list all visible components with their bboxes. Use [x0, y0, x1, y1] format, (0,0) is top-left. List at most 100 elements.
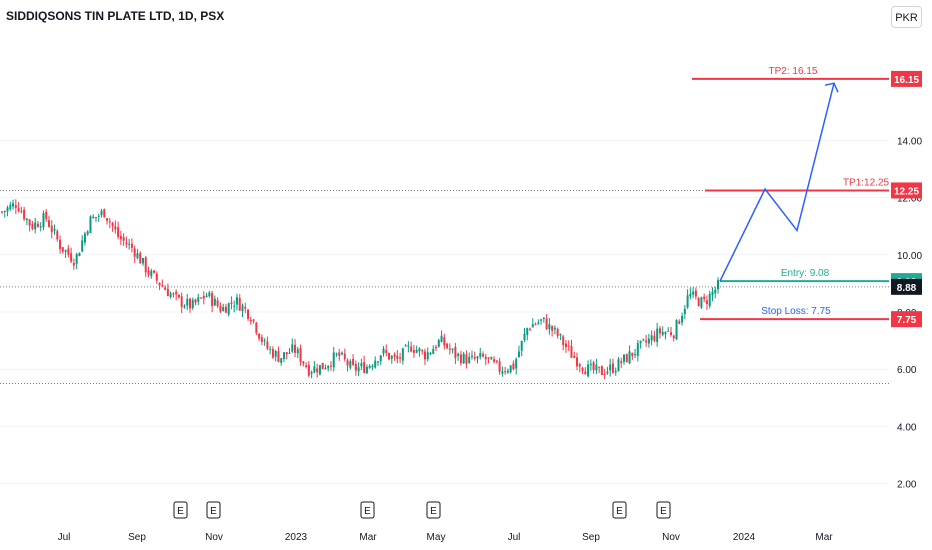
candle-body — [393, 354, 396, 357]
candle-body — [260, 337, 263, 342]
candle-body — [78, 252, 81, 257]
candle-body — [263, 340, 266, 342]
candle-body — [327, 365, 330, 369]
candle-body — [376, 361, 379, 363]
candle-body — [551, 325, 554, 331]
candle-body — [567, 345, 570, 347]
candle-body — [208, 292, 211, 297]
candle-body — [435, 346, 438, 349]
candle-body — [379, 355, 382, 362]
candle-body — [147, 270, 150, 275]
candle-body — [479, 353, 482, 357]
earnings-marker — [360, 501, 375, 519]
x-tick-label: Jul — [508, 532, 521, 543]
candle-body — [136, 253, 139, 259]
x-tick-label: Jul — [58, 532, 71, 543]
candlestick-series — [1, 199, 719, 380]
candle-body — [520, 340, 523, 351]
candle-body — [374, 360, 377, 368]
candle-body — [487, 357, 490, 359]
candle-body — [186, 299, 189, 306]
candle-body — [200, 297, 203, 299]
candle-body — [219, 306, 222, 312]
candle-body — [681, 315, 684, 323]
x-tick-label: May — [427, 532, 446, 543]
candle-body — [6, 207, 9, 212]
candle-body — [252, 319, 255, 322]
earnings-marker-label: E — [177, 506, 184, 517]
candle-body — [34, 222, 37, 230]
candle-body — [498, 361, 501, 372]
candle-body — [562, 336, 565, 345]
price-grid — [0, 139, 889, 485]
candle-body — [650, 335, 653, 341]
candle-body — [139, 253, 142, 264]
candle-body — [556, 328, 559, 336]
candle-body — [100, 210, 103, 216]
candle-body — [664, 332, 667, 335]
price-tag-label: 16.15 — [894, 75, 919, 86]
candle-body — [175, 291, 178, 295]
y-tick-label: 6.00 — [897, 365, 917, 376]
candle-body — [670, 332, 673, 335]
y-tick-label: 10.00 — [897, 251, 922, 262]
candle-body — [404, 345, 407, 347]
candle-body — [211, 293, 214, 307]
price-tag-label: 8.88 — [897, 283, 917, 294]
candle-body — [462, 353, 465, 364]
candle-body — [172, 293, 175, 295]
candle-body — [482, 354, 485, 357]
earnings-marker-label: E — [660, 506, 667, 517]
candle-body — [448, 348, 451, 350]
candle-body — [473, 356, 476, 359]
candle-body — [388, 352, 391, 360]
price-tag-label: 12.25 — [894, 186, 919, 197]
candle-body — [249, 319, 252, 322]
candle-body — [164, 287, 167, 290]
trade-levels: TP2: 16.15 TP1:12.25 Entry: 9.08 Stop Loss:… — [692, 66, 890, 321]
candle-body — [620, 361, 623, 364]
candle-body — [103, 209, 106, 218]
candle-body — [277, 351, 280, 362]
candle-body — [600, 366, 603, 376]
candle-body — [310, 371, 313, 374]
candle-body — [70, 253, 73, 262]
earnings-marker-label: E — [364, 506, 371, 517]
candle-body — [321, 362, 324, 370]
candle-body — [161, 285, 164, 287]
candle-body — [564, 343, 567, 348]
earnings-marker-label: E — [616, 506, 623, 517]
candle-body — [506, 370, 509, 373]
candle-body — [360, 363, 363, 367]
candle-body — [266, 341, 269, 349]
candle-body — [169, 293, 172, 298]
candle-body — [166, 288, 169, 297]
candle-body — [470, 355, 473, 357]
candle-body — [241, 305, 244, 312]
candle-body — [50, 225, 53, 233]
candle-body — [429, 352, 432, 354]
candle-body — [36, 223, 39, 227]
candle-body — [667, 330, 670, 332]
candle-body — [407, 345, 410, 347]
candle-body — [346, 360, 349, 366]
candle-body — [694, 290, 697, 297]
candle-body — [14, 205, 17, 208]
candle-body — [396, 355, 399, 359]
candle-body — [529, 328, 532, 330]
candle-body — [12, 203, 15, 207]
candle-body — [647, 338, 650, 344]
candle-body — [332, 352, 335, 368]
candle-body — [385, 350, 388, 353]
candle-body — [224, 306, 227, 313]
candle-body — [517, 351, 520, 358]
candle-body — [316, 368, 319, 373]
candle-body — [294, 344, 297, 353]
candle-body — [255, 322, 258, 333]
candle-body — [72, 262, 75, 266]
currency-button[interactable]: PKR — [891, 6, 922, 28]
candle-body — [141, 258, 144, 264]
earnings-marker-label: E — [210, 506, 217, 517]
